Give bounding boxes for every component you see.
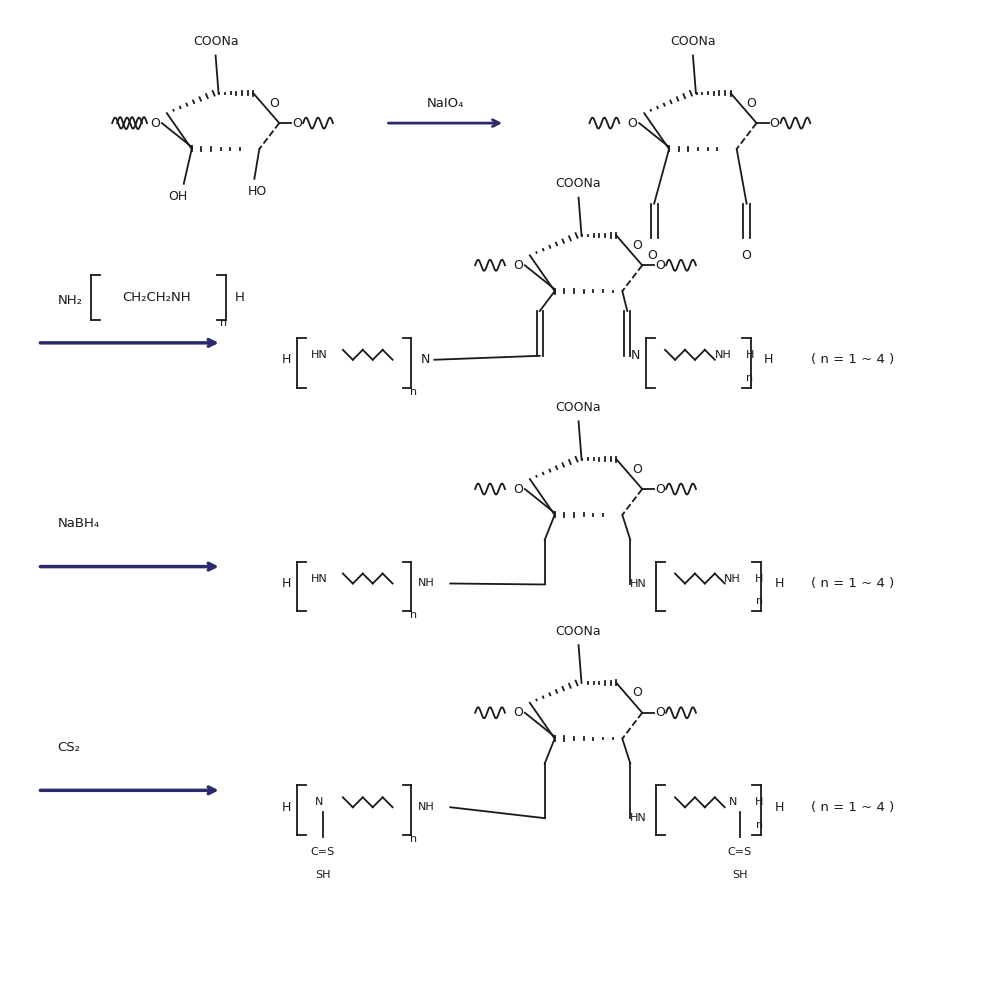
Text: O: O: [655, 259, 665, 272]
Text: NH: NH: [418, 802, 435, 812]
Text: O: O: [269, 97, 279, 110]
Text: NH: NH: [724, 574, 741, 584]
Text: n: n: [410, 834, 417, 844]
Text: O: O: [513, 259, 523, 272]
Text: O: O: [742, 249, 752, 262]
Text: O: O: [747, 97, 757, 110]
Text: OH: OH: [168, 190, 187, 203]
Text: O: O: [655, 706, 665, 719]
Text: O: O: [632, 463, 642, 476]
Text: ( n = 1 ~ 4 ): ( n = 1 ~ 4 ): [811, 577, 895, 590]
Text: ( n = 1 ~ 4 ): ( n = 1 ~ 4 ): [811, 801, 895, 814]
Text: O: O: [292, 117, 302, 130]
Text: SH: SH: [732, 870, 747, 880]
Text: COONa: COONa: [556, 177, 601, 190]
Text: COONa: COONa: [193, 35, 238, 48]
Text: N: N: [421, 353, 430, 366]
Text: O: O: [513, 483, 523, 495]
Text: COONa: COONa: [556, 625, 601, 638]
Text: N: N: [315, 797, 323, 807]
Text: C=S: C=S: [311, 847, 335, 857]
Text: H: H: [282, 353, 291, 366]
Text: n: n: [220, 318, 227, 328]
Text: CH₂CH₂NH: CH₂CH₂NH: [123, 291, 191, 304]
Text: HN: HN: [311, 574, 327, 584]
Text: NH₂: NH₂: [57, 294, 82, 307]
Text: COONa: COONa: [670, 35, 716, 48]
Text: O: O: [655, 483, 665, 495]
Text: HO: HO: [248, 185, 267, 198]
Text: n: n: [746, 373, 753, 383]
Text: H: H: [235, 291, 244, 304]
Text: H: H: [775, 801, 784, 814]
Text: O: O: [770, 117, 779, 130]
Text: C=S: C=S: [728, 847, 752, 857]
Text: NaBH₄: NaBH₄: [57, 517, 100, 530]
Text: CS₂: CS₂: [57, 741, 80, 754]
Text: H: H: [775, 577, 784, 590]
Text: O: O: [647, 249, 657, 262]
Text: NH: NH: [714, 350, 731, 360]
Text: n: n: [756, 596, 763, 606]
Text: NaIO₄: NaIO₄: [427, 97, 464, 110]
Text: H: H: [755, 574, 764, 584]
Text: ( n = 1 ~ 4 ): ( n = 1 ~ 4 ): [811, 353, 895, 366]
Text: O: O: [632, 686, 642, 699]
Text: n: n: [410, 387, 417, 397]
Text: O: O: [513, 706, 523, 719]
Text: SH: SH: [315, 870, 331, 880]
Text: O: O: [627, 117, 637, 130]
Text: H: H: [745, 350, 754, 360]
Text: HN: HN: [311, 350, 327, 360]
Text: H: H: [764, 353, 773, 366]
Text: H: H: [282, 577, 291, 590]
Text: HN: HN: [630, 580, 647, 589]
Text: H: H: [282, 801, 291, 814]
Text: n: n: [756, 820, 763, 830]
Text: NH: NH: [418, 579, 435, 588]
Text: n: n: [410, 610, 417, 620]
Text: O: O: [632, 239, 642, 252]
Text: N: N: [729, 797, 737, 807]
Text: COONa: COONa: [556, 401, 601, 414]
Text: H: H: [755, 797, 764, 807]
Text: O: O: [150, 117, 160, 130]
Text: HN: HN: [630, 813, 647, 823]
Text: N: N: [631, 349, 640, 362]
